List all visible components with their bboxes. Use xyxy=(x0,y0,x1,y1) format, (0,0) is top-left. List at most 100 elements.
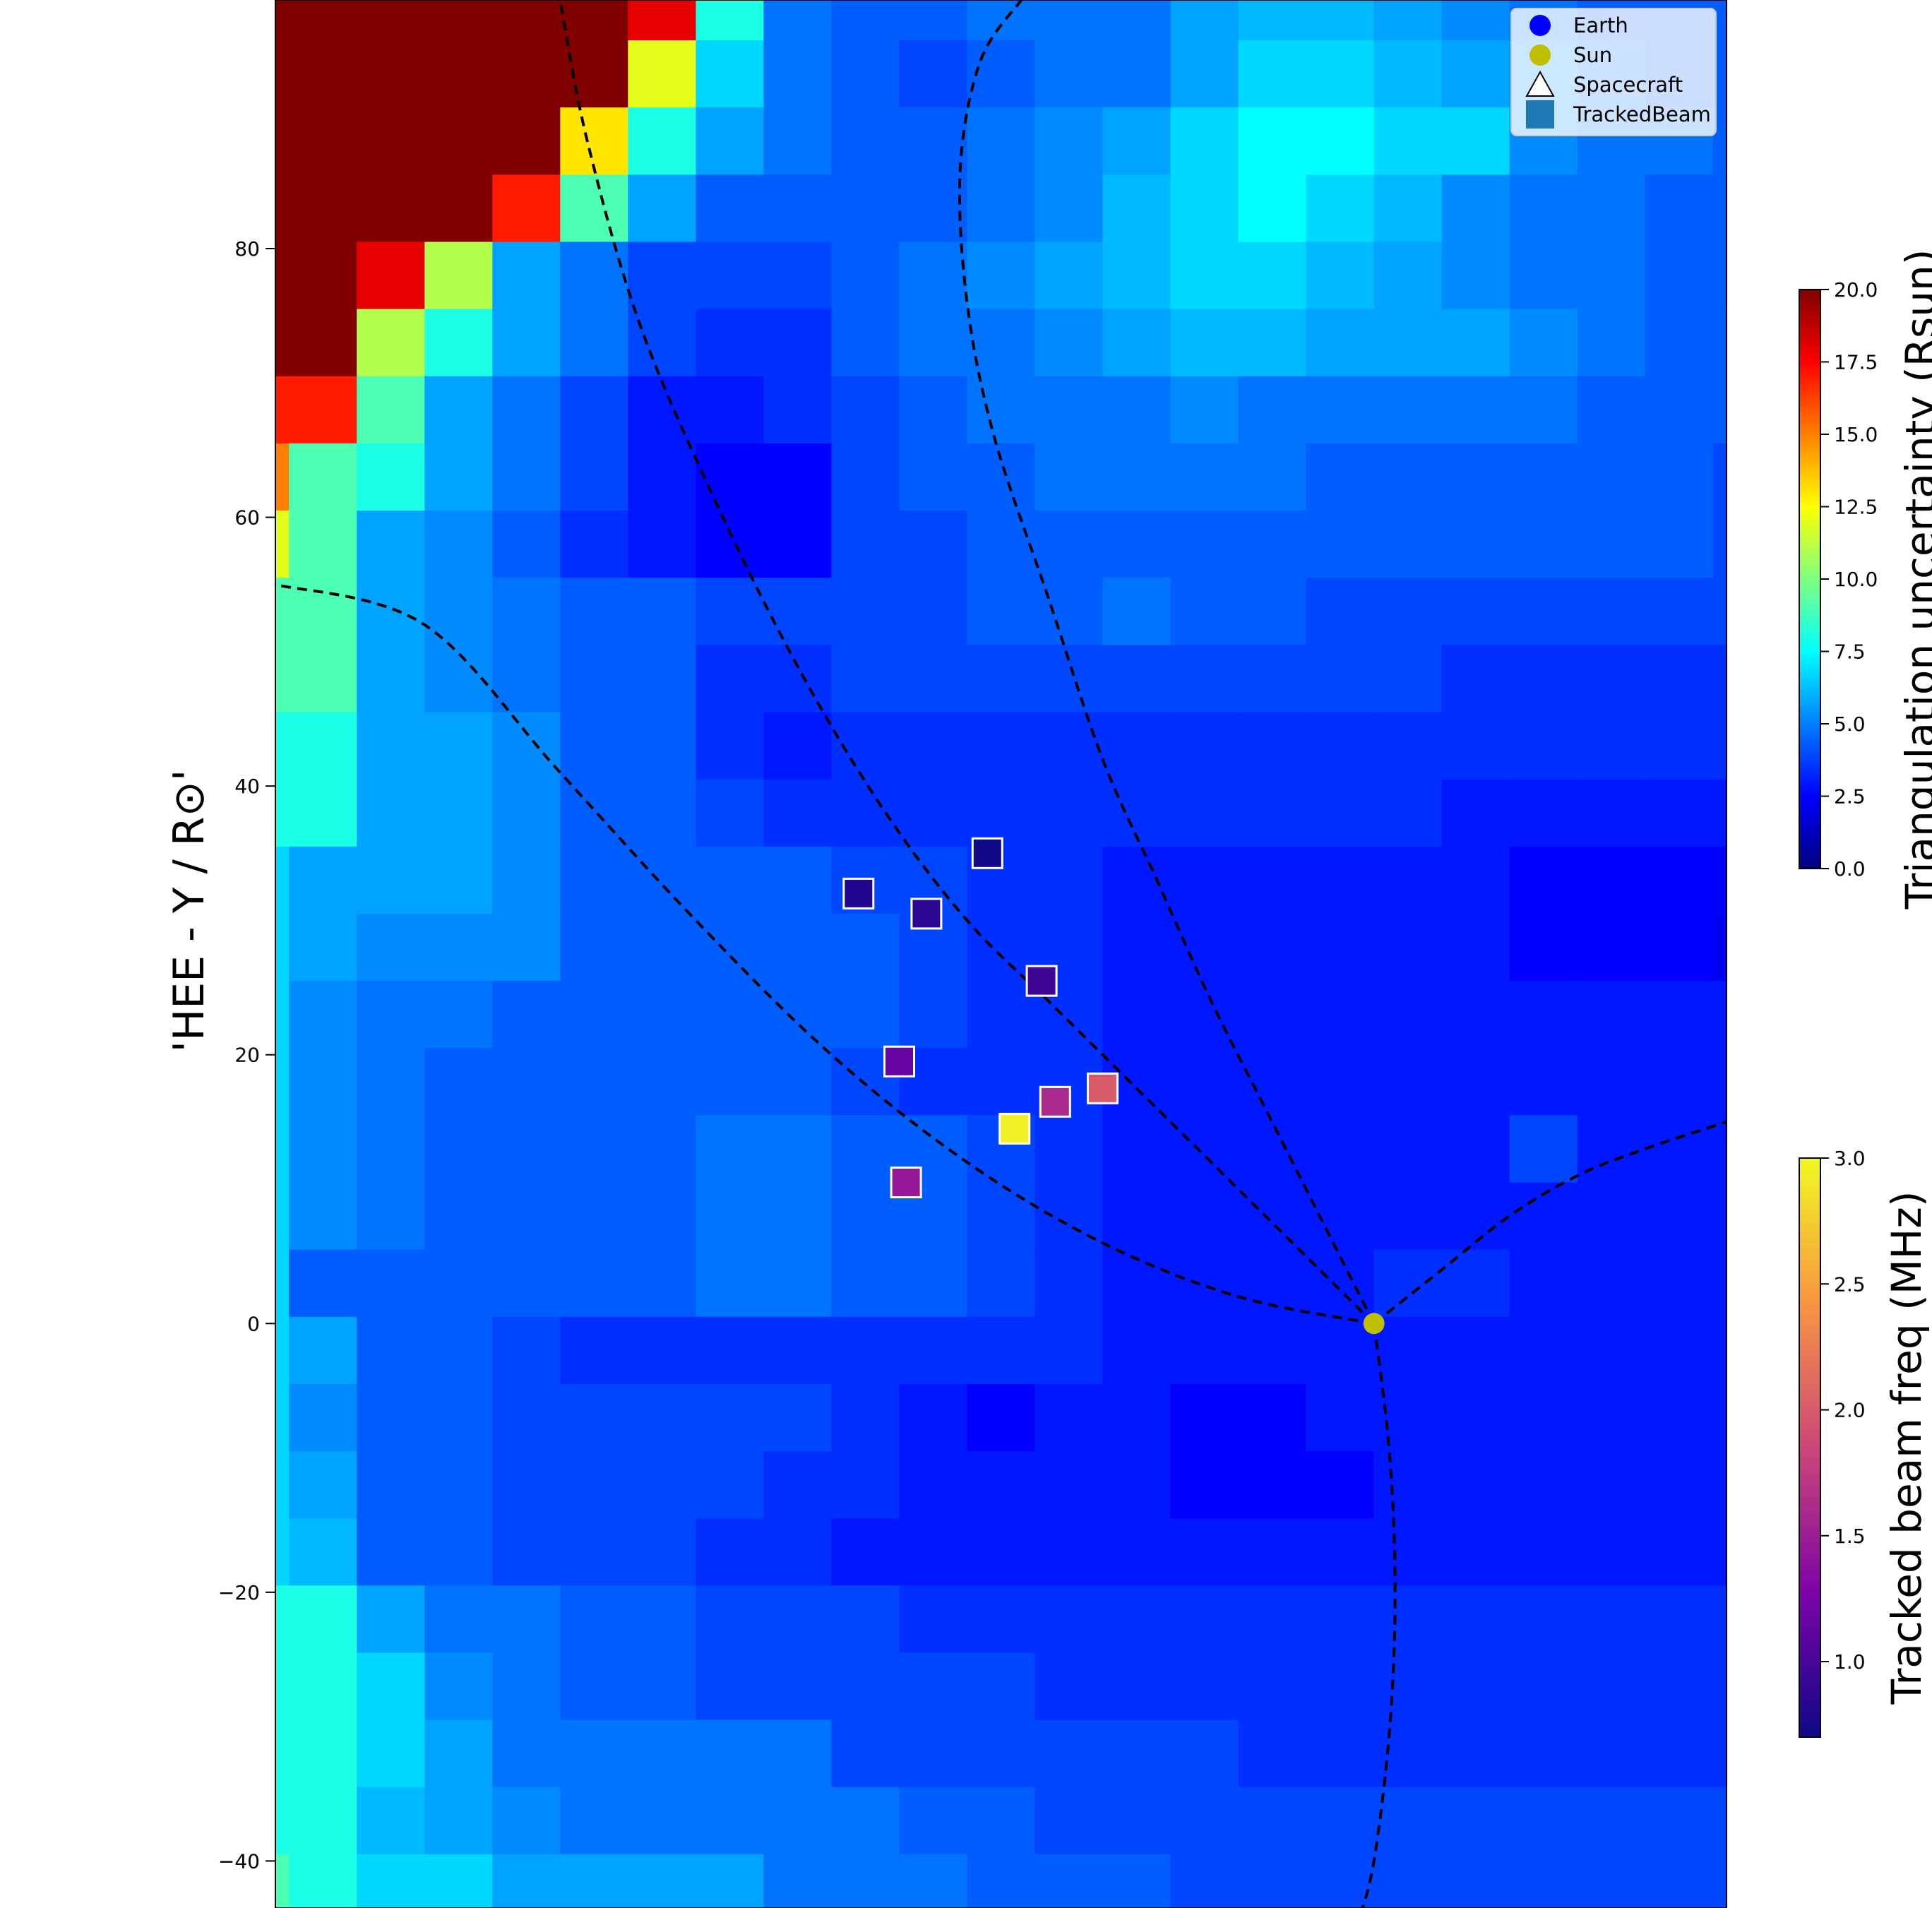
heatmap-cell xyxy=(1102,981,1171,1049)
heatmap-cell xyxy=(1306,1787,1375,1855)
heatmap-cell xyxy=(560,1048,628,1116)
heatmap-cell xyxy=(899,1719,968,1788)
heatmap-cell xyxy=(1306,846,1375,914)
heatmap-cell xyxy=(275,846,290,914)
heatmap-cell xyxy=(1645,1182,1714,1251)
heatmap-cell xyxy=(696,309,764,377)
heatmap-cell xyxy=(628,309,696,377)
heatmap-cell xyxy=(1170,1383,1239,1452)
heatmap-cell xyxy=(1238,712,1307,780)
heatmap-cell xyxy=(424,376,493,444)
field-line xyxy=(559,0,1376,1325)
heatmap-cell xyxy=(424,1115,493,1183)
heatmap-cell xyxy=(1645,645,1714,713)
heatmap-cell xyxy=(967,174,1036,243)
heatmap-cell xyxy=(1509,1048,1578,1116)
heatmap-cell xyxy=(967,981,1036,1049)
heatmap-cell xyxy=(1306,242,1375,310)
heatmap-cell xyxy=(357,846,425,914)
heatmap-cell xyxy=(1034,1182,1104,1251)
heatmap-cell xyxy=(357,0,425,41)
field-line xyxy=(1373,1120,1727,1325)
heatmap-cell xyxy=(1170,1249,1239,1318)
heatmap-cell xyxy=(1712,578,1727,645)
heatmap-cell xyxy=(831,913,900,982)
heatmap-cell xyxy=(492,645,561,713)
heatmap-cell xyxy=(899,1316,968,1385)
heatmap-cell xyxy=(1645,913,1714,982)
heatmap-cell xyxy=(492,712,561,780)
heatmap-cell xyxy=(1509,1652,1578,1721)
field-line xyxy=(958,0,1376,1325)
heatmap-cell xyxy=(1238,1048,1307,1116)
heatmap-cell xyxy=(289,443,357,511)
heatmap-cell xyxy=(560,1249,628,1318)
heatmap-cell xyxy=(1441,981,1510,1049)
heatmap-cell xyxy=(1577,1518,1646,1586)
heatmap-cell xyxy=(831,1787,900,1855)
heatmap-cell xyxy=(1712,645,1727,713)
heatmap-cell xyxy=(696,913,764,982)
heatmap-cell xyxy=(763,443,832,511)
heatmap-cell xyxy=(357,578,425,645)
heatmap-cell xyxy=(1577,981,1646,1049)
legend[interactable]: Earth Sun Spacecraft TrackedBeam xyxy=(1510,8,1717,136)
heatmap-cell xyxy=(560,712,628,780)
legend-entry-spacecraft[interactable]: Spacecraft xyxy=(1525,70,1683,97)
heatmap-cell xyxy=(1034,1316,1104,1385)
field-line xyxy=(275,583,1375,1325)
heatmap-cell xyxy=(275,1451,290,1519)
heatmap-cell xyxy=(289,645,357,713)
legend-entry-sun[interactable]: Sun xyxy=(1530,43,1612,67)
heatmap-cell xyxy=(1306,913,1375,982)
heatmap-cell xyxy=(1170,1316,1239,1385)
heatmap-cell xyxy=(1238,1787,1307,1855)
tracked-beam-marker xyxy=(883,1045,915,1078)
heatmap-cell xyxy=(899,578,968,645)
heatmap-cell xyxy=(831,376,900,444)
heatmap-cell xyxy=(967,578,1036,645)
heatmap-cell xyxy=(289,40,357,108)
legend-entry-earth[interactable]: Earth xyxy=(1530,13,1628,37)
heatmap-cell xyxy=(492,309,561,377)
heatmap-cell xyxy=(1306,779,1375,847)
heatmap-cell xyxy=(1170,0,1239,41)
heatmap-cell xyxy=(1373,1048,1443,1116)
legend-marker-sun xyxy=(1530,44,1551,66)
heatmap-cell xyxy=(1306,309,1375,377)
heatmap-cell xyxy=(628,913,696,982)
heatmap-cell xyxy=(1373,712,1443,780)
heatmap-cell xyxy=(1712,1383,1727,1452)
heatmap-cell xyxy=(628,1316,696,1385)
heatmap-cell xyxy=(1034,1854,1104,1908)
heatmap-cell xyxy=(275,1182,290,1251)
frequency-colorbar: 1.0 1.5 2.0 2.5 3.0 Tracked beam freq (MHz) xyxy=(1799,1147,1931,1738)
heatmap-cell xyxy=(763,1451,832,1519)
heatmap-cell xyxy=(1577,578,1646,645)
heatmap-cell xyxy=(1712,779,1727,847)
colorbar-tick-label: 3.0 xyxy=(1834,1147,1866,1170)
heatmap-cell xyxy=(1712,1854,1727,1908)
tracked-beam-marker xyxy=(890,1167,922,1198)
heatmap-cell xyxy=(1034,1451,1104,1519)
heatmap-cell xyxy=(1306,1518,1375,1586)
heatmap-cell xyxy=(1373,0,1443,41)
heatmap-cell xyxy=(1373,1652,1443,1721)
heatmap-cell xyxy=(275,0,290,41)
heatmap-cell xyxy=(357,107,425,175)
heatmap-cell xyxy=(275,578,290,645)
heatmap-cell xyxy=(1170,242,1239,310)
heatmap-cell xyxy=(1170,1652,1239,1721)
heatmap-cell xyxy=(1712,1518,1727,1586)
heatmap-cell xyxy=(696,1451,764,1519)
heatmap-cell xyxy=(1441,779,1510,847)
legend-entry-trackedbeam[interactable]: TrackedBeam xyxy=(1526,100,1711,129)
heatmap-cell xyxy=(357,40,425,108)
heatmap-cell xyxy=(1441,1652,1510,1721)
legend-marker-earth xyxy=(1530,15,1551,36)
heatmap-cell xyxy=(1712,511,1727,578)
heatmap-cell xyxy=(492,242,561,310)
heatmap-cell xyxy=(1034,511,1104,578)
heatmap-cell xyxy=(1373,242,1443,310)
tracked-beam-marker xyxy=(910,898,943,930)
